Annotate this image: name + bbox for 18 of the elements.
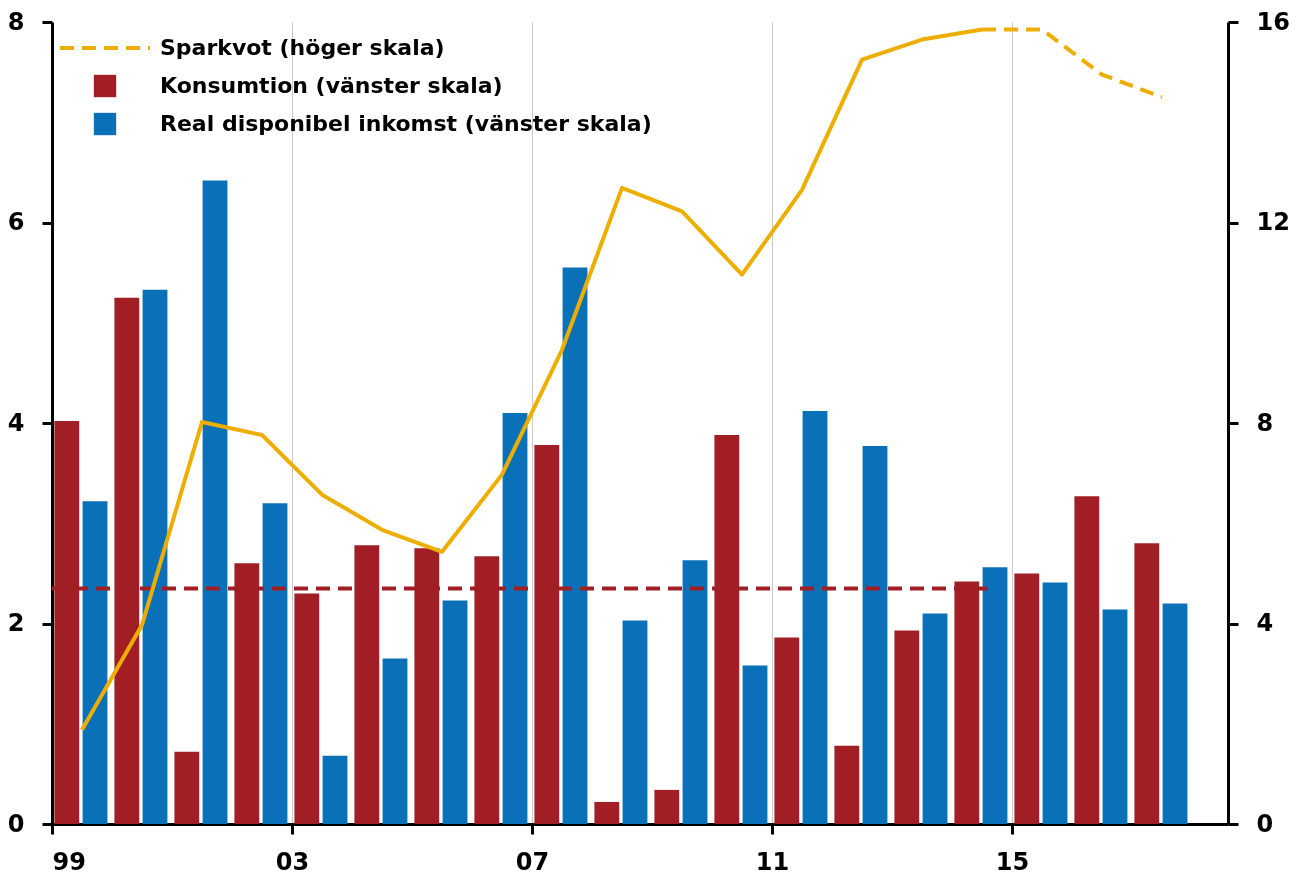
y2-tick-label: 12 <box>1256 208 1290 236</box>
legend-label: Real disponibel inkomst (vänster skala) <box>160 111 652 136</box>
y-tick-label: 4 <box>7 408 25 437</box>
x-tick-label: 11 <box>755 847 790 875</box>
x-tick-label: 15 <box>995 847 1030 875</box>
y2-tick-label: 16 <box>1256 7 1290 36</box>
y-tick-label: 2 <box>7 609 25 637</box>
legend-label: Sparkvot (höger skala) <box>160 35 445 60</box>
y2-tick-label: 8 <box>1256 408 1274 437</box>
x-tick-label: 99 <box>52 847 86 875</box>
x-tick-label: 03 <box>275 847 310 875</box>
x-tick-label: 07 <box>515 847 550 875</box>
y2-tick-label: 4 <box>1256 609 1274 637</box>
y-tick-label: 0 <box>7 809 25 838</box>
y-tick-label: 6 <box>7 208 25 236</box>
y-tick-label: 8 <box>7 7 25 36</box>
legend-label: Konsumtion (vänster skala) <box>160 73 503 98</box>
y2-tick-label: 0 <box>1256 809 1274 838</box>
